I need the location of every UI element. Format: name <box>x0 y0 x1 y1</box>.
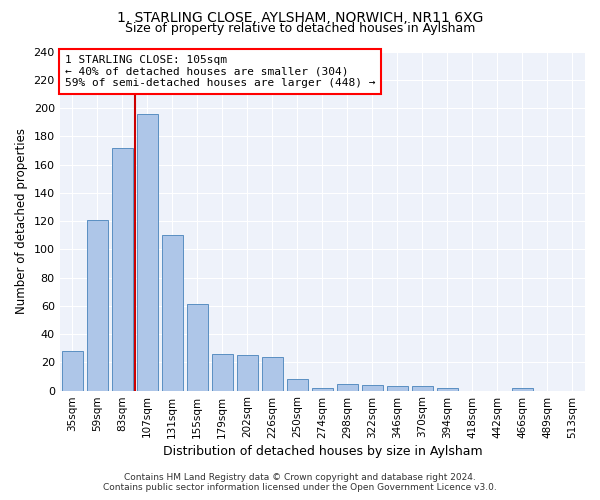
Bar <box>387 386 408 390</box>
Bar <box>262 356 283 390</box>
Bar <box>236 355 258 390</box>
Bar <box>187 304 208 390</box>
Text: Size of property relative to detached houses in Aylsham: Size of property relative to detached ho… <box>125 22 475 35</box>
Text: Contains HM Land Registry data © Crown copyright and database right 2024.
Contai: Contains HM Land Registry data © Crown c… <box>103 473 497 492</box>
Bar <box>161 235 183 390</box>
Bar <box>212 354 233 391</box>
Bar <box>512 388 533 390</box>
Bar <box>112 148 133 390</box>
Bar <box>62 351 83 391</box>
Text: 1, STARLING CLOSE, AYLSHAM, NORWICH, NR11 6XG: 1, STARLING CLOSE, AYLSHAM, NORWICH, NR1… <box>117 11 483 25</box>
Bar <box>86 220 108 390</box>
X-axis label: Distribution of detached houses by size in Aylsham: Distribution of detached houses by size … <box>163 444 482 458</box>
Bar <box>287 380 308 390</box>
Bar <box>137 114 158 390</box>
Bar <box>312 388 333 390</box>
Bar <box>362 385 383 390</box>
Text: 1 STARLING CLOSE: 105sqm
← 40% of detached houses are smaller (304)
59% of semi-: 1 STARLING CLOSE: 105sqm ← 40% of detach… <box>65 55 376 88</box>
Bar <box>412 386 433 390</box>
Y-axis label: Number of detached properties: Number of detached properties <box>15 128 28 314</box>
Bar <box>437 388 458 390</box>
Bar <box>337 384 358 390</box>
